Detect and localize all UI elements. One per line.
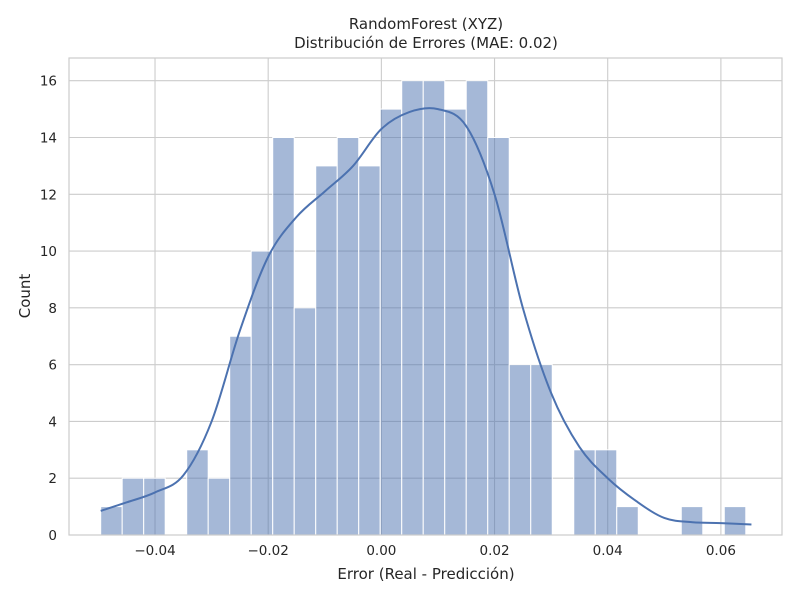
histogram-bar [272,137,295,536]
y-axis-label: Count [16,274,34,319]
histogram-bar [422,80,446,536]
histogram-bar [616,506,639,536]
histogram-bar [315,165,338,536]
x-tick-label: 0.02 [480,543,510,559]
y-tick-label: 8 [48,301,57,317]
y-tick-labels: 0 2 4 6 8 10 12 14 16 [40,74,57,544]
histogram-bar [143,477,166,536]
chart-title: RandomForest (XYZ) [349,15,503,33]
kde-curve [100,107,752,526]
histogram-bar [358,165,381,536]
histogram-bar [121,477,145,536]
histogram-bar [401,80,424,536]
x-tick-label: 0.04 [593,543,623,559]
histogram-bar [250,250,274,536]
x-tick-labels: −0.04 −0.02 0.00 0.02 0.04 0.06 [134,543,736,559]
histogram-bar [293,307,317,536]
plot-frame [68,57,783,536]
y-tick-label: 6 [48,358,57,374]
histogram-bar [465,80,489,536]
histogram-bar [186,449,209,536]
histogram-bar [487,137,510,536]
histogram-bar [229,335,252,536]
chart-subtitle: Distribución de Errores (MAE: 0.02) [294,34,558,52]
y-tick-label: 16 [40,74,57,90]
histogram-bar [336,137,360,536]
x-tick-label: −0.04 [134,543,175,559]
x-tick-label: 0.06 [706,543,736,559]
histogram-bar [379,108,403,536]
x-axis-label: Error (Real - Predicción) [337,565,514,583]
y-tick-label: 12 [40,187,57,203]
histogram-bar [444,108,467,536]
y-tick-label: 10 [40,244,57,260]
y-tick-label: 0 [48,528,57,544]
x-tick-label: 0.00 [366,543,396,559]
histogram-bar [723,506,747,536]
histogram-bars [100,80,747,536]
x-tick-label: −0.02 [247,543,288,559]
histogram-bar [594,449,618,536]
y-tick-label: 14 [40,131,57,147]
histogram-bar [508,364,532,536]
y-tick-label: 4 [48,414,57,430]
histogram-bar [207,477,231,536]
y-tick-label: 2 [48,471,57,487]
